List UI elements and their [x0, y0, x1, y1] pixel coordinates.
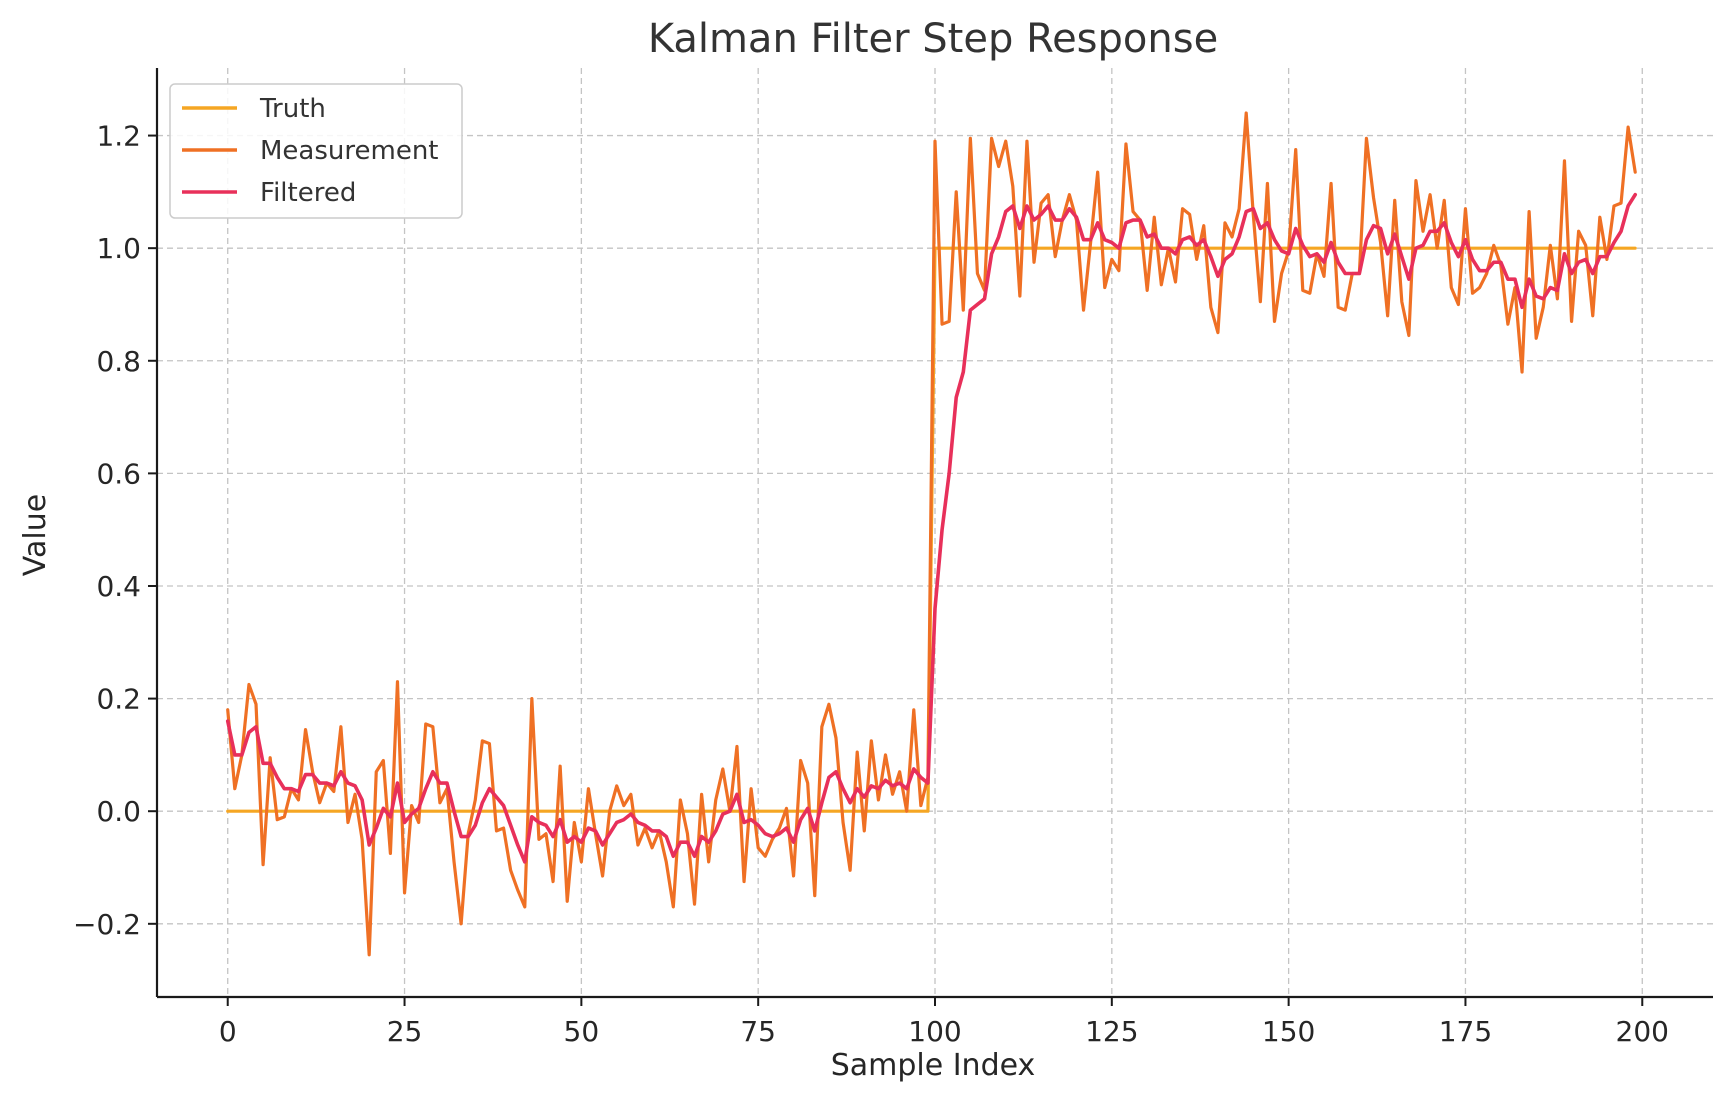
y-tick-label: 0.8 — [96, 345, 141, 378]
y-tick-label: 0.4 — [96, 570, 141, 603]
x-tick-label: 75 — [740, 1015, 776, 1048]
legend-label: Measurement — [260, 136, 439, 166]
y-axis-label: Value — [18, 494, 53, 576]
y-tick-label: −0.2 — [73, 908, 141, 941]
y-tick-label: 0.6 — [96, 457, 141, 490]
legend-label: Truth — [259, 94, 326, 124]
x-tick-label: 125 — [1085, 1015, 1138, 1048]
legend: Truth Measurement Filtered — [169, 83, 463, 219]
legend-box — [169, 83, 463, 219]
x-tick-label: 100 — [908, 1015, 961, 1048]
y-tick-label: 0.0 — [96, 795, 141, 828]
x-tick-label: 50 — [564, 1015, 600, 1048]
x-tick-label: 0 — [219, 1015, 237, 1048]
x-tick-label: 150 — [1262, 1015, 1315, 1048]
x-axis-label: Sample Index — [831, 1048, 1036, 1083]
y-tick-label: 1.2 — [96, 120, 141, 153]
x-tick-label: 175 — [1439, 1015, 1492, 1048]
x-tick-label: 200 — [1616, 1015, 1669, 1048]
x-tick-label: 25 — [387, 1015, 423, 1048]
tick-marks: 0 25 50 75 100 125 150 175 200 −0.2 0.0 0.2 0.4 0.6 0.… — [73, 120, 1669, 1048]
series-line-measurement — [226, 111, 1637, 957]
chart-title: Kalman Filter Step Response — [648, 16, 1218, 62]
series-line-filtered — [225, 192, 1637, 864]
series-layer — [225, 111, 1637, 957]
legend-label: Filtered — [260, 178, 356, 208]
y-tick-label: 0.2 — [96, 683, 141, 716]
y-tick-label: 1.0 — [96, 232, 141, 265]
